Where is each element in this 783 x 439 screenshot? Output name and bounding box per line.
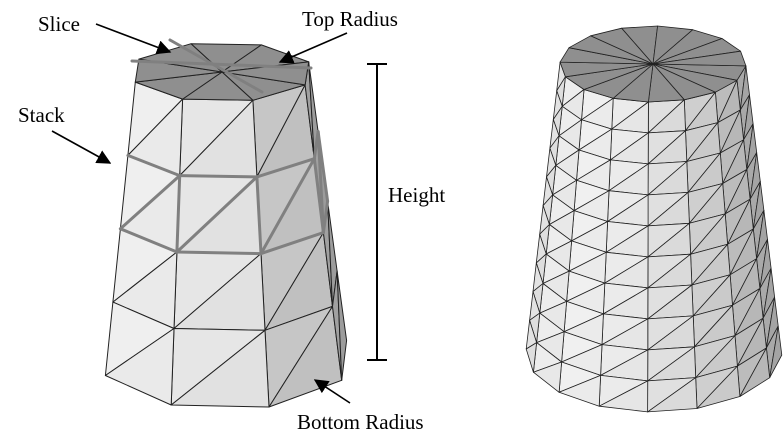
stack-label: Stack [18, 103, 65, 127]
height-label: Height [388, 183, 445, 207]
highlight-stack-edge [259, 231, 325, 256]
bottom-radius-arrow [313, 379, 351, 404]
side-triangle [104, 328, 175, 406]
height-dimension-bar [367, 63, 387, 361]
side-triangle [739, 347, 771, 397]
highlight-stack-edge [255, 157, 316, 179]
coarse-frustum-mesh [104, 38, 348, 408]
highlight-stack-edge [178, 174, 259, 179]
highlight-stack-edge [175, 174, 182, 254]
stack-arrow [51, 130, 112, 164]
side-triangle [170, 329, 270, 408]
highlight-stack-edge [175, 175, 259, 254]
highlight-stack-edge [118, 227, 179, 254]
side-triangle [558, 374, 601, 407]
highlight-stack-edge [126, 153, 182, 178]
side-triangle [533, 361, 562, 393]
bottom-radius-label: Bottom Radius [297, 410, 424, 434]
side-triangle [769, 325, 783, 379]
slice-label: Slice [38, 12, 80, 36]
side-triangle [647, 377, 698, 413]
highlight-stack-edge [316, 130, 330, 203]
highlight-stack-edge [259, 157, 316, 256]
fine-frustum-mesh [525, 25, 783, 413]
highlight-slice-edge [168, 38, 264, 94]
side-triangle [336, 270, 348, 381]
annotations: Slice Top Radius Stack Height Bottom Rad… [18, 7, 445, 434]
highlight-stack-edge [175, 250, 263, 256]
highlight-slice-edge [130, 59, 313, 70]
side-triangle [525, 342, 537, 373]
side-triangle [696, 365, 741, 409]
slice-arrow [95, 23, 172, 55]
highlight-stack-edge [255, 175, 263, 256]
top-radius-arrow [278, 32, 348, 64]
highlight-stack-edge [118, 174, 182, 231]
top-radius-label: Top Radius [302, 7, 398, 31]
top-cap-triangle [652, 50, 747, 67]
side-triangle [598, 380, 649, 413]
